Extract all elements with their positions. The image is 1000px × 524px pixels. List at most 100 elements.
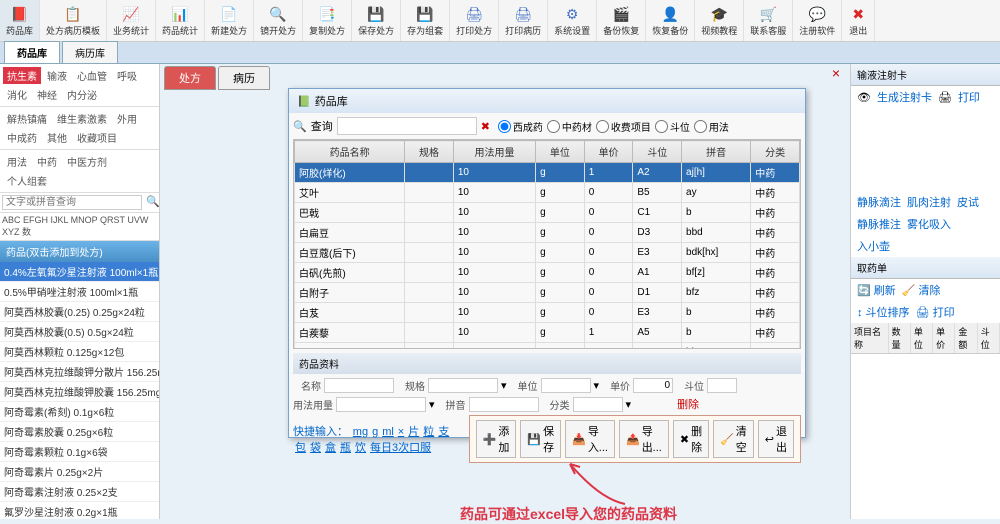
right-action-刷新[interactable]: 🔄 刷新 <box>857 282 896 298</box>
filter-chip[interactable]: 外用 <box>113 110 141 127</box>
filter-chip[interactable]: 用法 <box>3 153 31 170</box>
right-action-斗位排序[interactable]: ↕ 斗位排序 <box>857 304 910 320</box>
toolbar-药品库[interactable]: 📕 药品库 <box>0 0 40 41</box>
toolbar-保存处方[interactable]: 💾 保存处方 <box>352 0 401 41</box>
drug-list-item[interactable]: 阿奇霉素注射液 0.25×2支 <box>0 482 159 502</box>
right-action-打印[interactable]: 🖨 打印 <box>916 304 955 320</box>
toolbar-视频教程[interactable]: 🎓 视频教程 <box>695 0 744 41</box>
table-header[interactable]: 拼音 <box>682 141 751 163</box>
filter-chip[interactable]: 中医方剂 <box>63 153 111 170</box>
drug-list-item[interactable]: 阿奇霉素(希刻) 0.1g×6粒 <box>0 402 159 422</box>
filter-chip[interactable]: 个人组套 <box>3 172 51 189</box>
table-header[interactable]: 用法用量 <box>453 141 535 163</box>
dialog-btn-添加[interactable]: ➕添加 <box>476 420 517 458</box>
table-header[interactable]: 斗位 <box>633 141 682 163</box>
filter-chip[interactable]: 输液 <box>43 67 71 84</box>
toolbar-业务统计[interactable]: 📈 业务统计 <box>107 0 156 41</box>
toolbar-打印处方[interactable]: 🖨 打印处方 <box>450 0 499 41</box>
toolbar-打印病历[interactable]: 🖨 打印病历 <box>499 0 548 41</box>
dialog-btn-删除[interactable]: ✖删除 <box>673 420 709 458</box>
quick-link[interactable]: × <box>398 426 404 438</box>
table-row[interactable]: 白扁豆10g0D3bbd中药 <box>295 223 800 243</box>
input-pinyin[interactable] <box>469 397 539 412</box>
print-link[interactable]: 打印 <box>958 89 980 105</box>
input-unit[interactable] <box>541 378 591 393</box>
toolbar-备份恢复[interactable]: 🎬 备份恢复 <box>597 0 646 41</box>
drug-list-item[interactable]: 阿奇霉素胶囊 0.25g×6粒 <box>0 422 159 442</box>
table-row[interactable]: 巴戟10g0C1b中药 <box>295 203 800 223</box>
dropdown-icon[interactable]: ▾ <box>626 398 632 411</box>
filter-chip[interactable]: 解热镇痛 <box>3 110 51 127</box>
tab-drug-library[interactable]: 药品库 <box>4 41 60 63</box>
drug-list-item[interactable]: 阿莫西林克拉维酸钾胶囊 156.25mg×18片 <box>0 382 159 402</box>
quick-link[interactable]: 每日3次口服 <box>370 442 431 454</box>
delete-red-icon[interactable]: 删除 <box>677 396 699 412</box>
drug-list-item[interactable]: 阿奇霉素颗粒 0.1g×6袋 <box>0 442 159 462</box>
alpha-index[interactable]: ABC EFGH IJKL MNOP QRST UVW XYZ 数 <box>0 213 159 241</box>
table-header[interactable]: 药品名称 <box>295 141 405 163</box>
drug-search-input[interactable] <box>2 195 142 210</box>
quick-link[interactable]: 饮 <box>355 442 366 454</box>
toolbar-复制处方[interactable]: 📑 复制处方 <box>303 0 352 41</box>
filter-chip[interactable]: 消化 <box>3 86 31 103</box>
table-row[interactable]: 白蒺藜10g1A5b中药 <box>295 323 800 343</box>
input-usage[interactable] <box>336 397 426 412</box>
quick-link[interactable]: mg <box>353 426 368 438</box>
drug-list-item[interactable]: 0.5%甲硝唑注射液 100ml×1瓶 <box>0 282 159 302</box>
drug-list-item[interactable]: 0.4%左氧氟沙星注射液 100ml×1瓶 <box>0 262 159 282</box>
table-row[interactable]: 阿胶(烊化)10g1A2aj[h]中药 <box>295 163 800 183</box>
toolbar-镜开处方[interactable]: 🔍 镜开处方 <box>254 0 303 41</box>
toolbar-存为组套[interactable]: 💾 存为组套 <box>401 0 450 41</box>
gen-card-link[interactable]: 生成注射卡 <box>877 89 932 105</box>
dialog-btn-保存[interactable]: 💾保存 <box>520 420 561 458</box>
drug-list-item[interactable]: 氟罗沙星注射液 0.2g×1瓶 <box>0 502 159 519</box>
dialog-search-input[interactable] <box>337 117 477 135</box>
toolbar-药品统计[interactable]: 📊 药品统计 <box>156 0 205 41</box>
filter-chip[interactable]: 维生素激素 <box>53 110 111 127</box>
radio-用法[interactable]: 用法 <box>694 119 729 134</box>
toolbar-系统设置[interactable]: ⚙ 系统设置 <box>548 0 597 41</box>
tab-case-library[interactable]: 病历库 <box>62 41 118 63</box>
toolbar-处方病历模板[interactable]: 📋 处方病历模板 <box>40 0 107 41</box>
radio-中药材[interactable]: 中药材 <box>547 119 592 134</box>
quick-link[interactable]: g <box>372 426 378 438</box>
drug-list-item[interactable]: 阿莫西林颗粒 0.125g×12包 <box>0 342 159 362</box>
radio-斗位[interactable]: 斗位 <box>655 119 690 134</box>
dialog-btn-导出...[interactable]: 📤导出... <box>619 420 669 458</box>
table-header[interactable]: 分类 <box>751 141 800 163</box>
drug-list-item[interactable]: 阿莫西林胶囊(0.25) 0.25g×24粒 <box>0 302 159 322</box>
quick-link[interactable]: 盒 <box>325 442 336 454</box>
table-row[interactable]: 白芨10g0E3b中药 <box>295 303 800 323</box>
tab-medical-record[interactable]: 病历 <box>218 66 270 90</box>
quick-link[interactable]: 袋 <box>310 442 321 454</box>
injection-type-link[interactable]: 皮试 <box>957 194 979 210</box>
filter-chip[interactable]: 其他 <box>43 129 71 146</box>
filter-chip[interactable]: 内分泌 <box>63 86 101 103</box>
tab-prescription[interactable]: 处方 <box>164 66 216 90</box>
quick-link[interactable]: ml <box>382 426 394 438</box>
input-price[interactable] <box>633 378 673 393</box>
radio-西成药[interactable]: 西成药 <box>498 119 543 134</box>
dropdown-icon[interactable]: ▾ <box>429 398 435 411</box>
table-row[interactable]: 白矾(先煎)10g0A1bf[z]中药 <box>295 263 800 283</box>
gen-card-icon[interactable]: 👁 <box>857 91 871 104</box>
filter-chip[interactable]: 中成药 <box>3 129 41 146</box>
quick-link[interactable]: 包 <box>295 442 306 454</box>
filter-chip[interactable]: 中药 <box>33 153 61 170</box>
input-spec[interactable] <box>428 378 498 393</box>
close-tab-icon[interactable]: × <box>826 66 846 90</box>
drug-list-item[interactable]: 阿莫西林克拉维酸钾分散片 156.25mg×18片 <box>0 362 159 382</box>
table-row[interactable]: 白附子10g0D1bfz中药 <box>295 283 800 303</box>
quick-link[interactable]: 支 <box>438 426 449 438</box>
right-action-清除[interactable]: 🧹 清除 <box>902 282 941 298</box>
table-header[interactable]: 单价 <box>584 141 633 163</box>
dropdown-icon[interactable]: ▾ <box>594 379 600 392</box>
table-row[interactable]: 白豆蔻(后下)10g0E3bdk[hx]中药 <box>295 243 800 263</box>
table-row[interactable]: 艾叶10g0B5ay中药 <box>295 183 800 203</box>
input-pos[interactable] <box>707 378 737 393</box>
quick-link[interactable]: 片 <box>408 426 419 438</box>
drug-list-item[interactable]: 阿莫西林胶囊(0.5) 0.5g×24粒 <box>0 322 159 342</box>
injection-type-link[interactable]: 肌肉注射 <box>907 194 951 210</box>
toolbar-联系客服[interactable]: 🛒 联系客服 <box>744 0 793 41</box>
toolbar-注册软件[interactable]: 💬 注册软件 <box>793 0 842 41</box>
